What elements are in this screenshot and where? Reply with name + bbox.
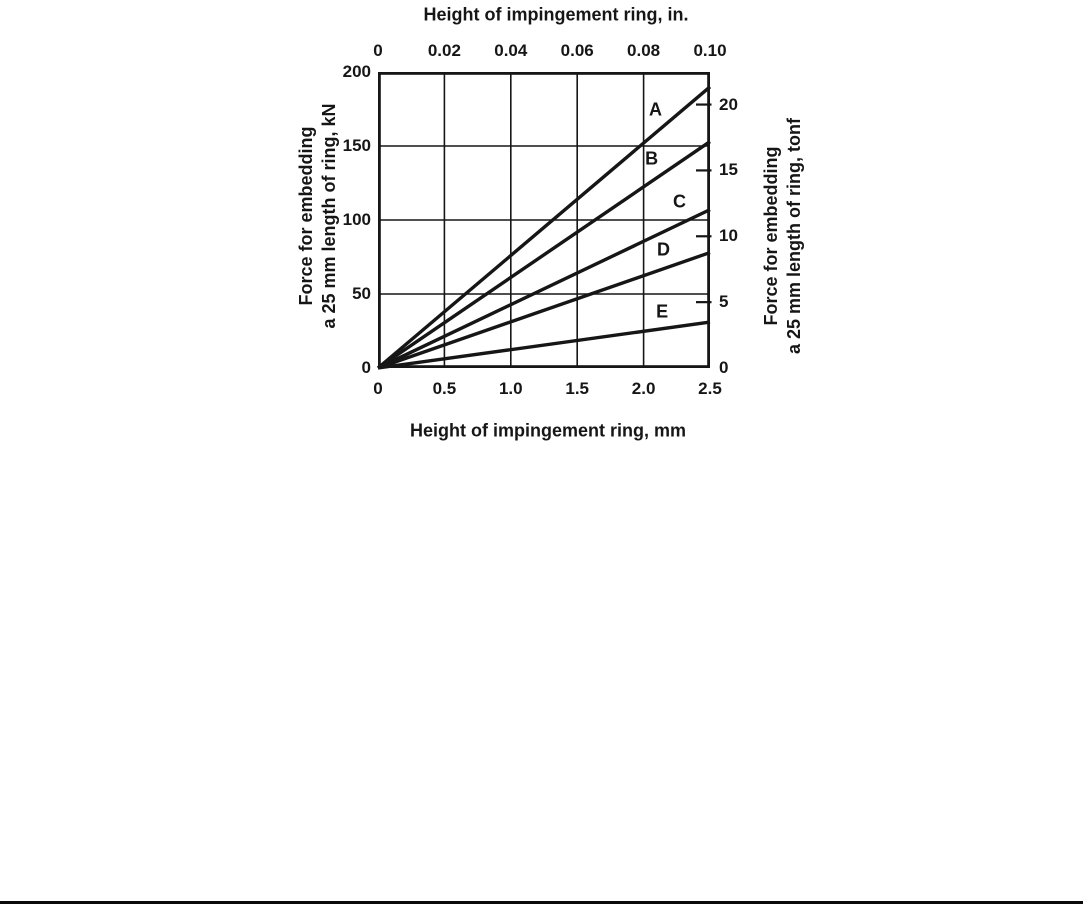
top-axis-title: Height of impingement ring, in. xyxy=(423,4,689,25)
left-tick-200: 200 xyxy=(342,62,371,81)
top-tick-0.02: 0.02 xyxy=(427,41,461,60)
bottom-tick-0: 0 xyxy=(373,379,383,398)
top-tick-0.04: 0.04 xyxy=(494,41,528,60)
top-tick-0: 0 xyxy=(373,41,383,60)
right-axis-title-line1: Force for embedding xyxy=(761,146,781,326)
curve-label-E: E xyxy=(656,301,669,322)
series-line-E xyxy=(377,320,711,370)
left-tick-100: 100 xyxy=(342,210,371,229)
series-line-C xyxy=(377,208,711,370)
bottom-tick-2.5: 2.5 xyxy=(698,379,722,398)
plot-area: A B C D E xyxy=(376,71,712,370)
plot-border xyxy=(377,71,711,369)
top-tick-0.10: 0.10 xyxy=(693,41,727,60)
right-axis-title-line2: a 25 mm length of ring, tonf xyxy=(784,117,804,355)
page-bottom-rule xyxy=(0,901,1083,904)
top-tick-0.06: 0.06 xyxy=(560,41,594,60)
plot-canvas xyxy=(376,71,712,370)
series-line-A xyxy=(376,85,712,370)
right-tick-5: 5 xyxy=(719,292,729,312)
embedding-force-chart: Height of impingement ring, in. Force fo… xyxy=(295,4,806,441)
bottom-tick-2.0: 2.0 xyxy=(631,379,656,398)
left-tick-150: 150 xyxy=(342,136,371,155)
left-axis-title-line2: a 25 mm length of ring, kN xyxy=(319,103,339,329)
right-axis-title: Force for embedding a 25 mm length of ri… xyxy=(760,118,806,354)
top-tick-0.08: 0.08 xyxy=(627,41,661,60)
right-tick-10: 10 xyxy=(719,226,738,246)
left-axis-title: Force for embedding a 25 mm length of ri… xyxy=(295,103,341,328)
left-tick-0: 0 xyxy=(361,358,371,377)
bottom-tick-1.5: 1.5 xyxy=(565,379,590,398)
curve-label-D: D xyxy=(657,239,671,260)
bottom-tick-1.0: 1.0 xyxy=(498,379,523,398)
right-tick-15: 15 xyxy=(719,160,738,180)
series-line-D xyxy=(377,250,711,370)
right-tick-0: 0 xyxy=(719,358,729,377)
curve-label-C: C xyxy=(672,191,686,212)
curve-label-B: B xyxy=(645,148,659,169)
curve-label-A: A xyxy=(649,99,663,120)
left-axis-title-line1: Force for embedding xyxy=(296,126,316,306)
bottom-axis-title: Height of impingement ring, mm xyxy=(409,420,687,441)
series-line-B xyxy=(377,140,711,370)
bottom-tick-0.5: 0.5 xyxy=(432,379,457,398)
right-tick-20: 20 xyxy=(719,94,738,114)
left-tick-50: 50 xyxy=(352,284,371,303)
